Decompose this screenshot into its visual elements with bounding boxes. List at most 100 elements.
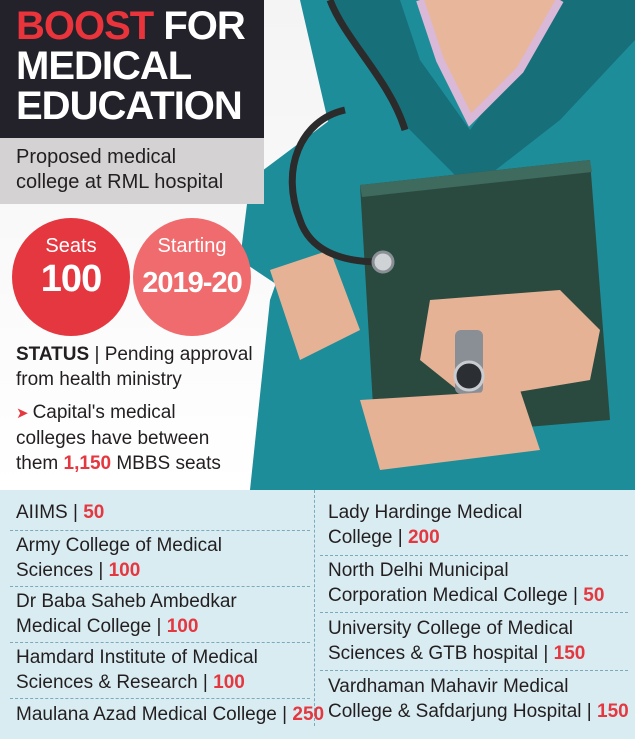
collar-trim [416,0,564,127]
college-name-line-1: Army College of Medical [16,535,222,556]
college-line: College | 200 [328,525,522,550]
college-sep: | [538,643,554,664]
college-seats: 50 [83,502,105,523]
college-seats: 200 [407,527,440,548]
college-name-line-1: University College of Medical [328,618,573,639]
college-name-line-2: College & Safdarjung Hospital [328,701,582,722]
college-sep: | [581,701,597,722]
college-entry: Lady Hardinge Medical College | 200 [328,500,522,550]
proposed-college-box: Proposed medical college at RML hospital [0,138,264,204]
college-name-line-1: North Delhi Municipal [328,560,509,581]
college-entry: AIIMS | 50 [16,500,104,525]
college-sep: | [67,502,84,523]
college-name-line-2: Sciences & GTB hospital [328,643,539,664]
college-line: Sciences & Research | 100 [16,670,258,695]
mbbs-line-3-pre: them [16,453,64,474]
college-line: Sciences & GTB hospital | 150 [328,641,585,666]
headline-line-2: MEDICAL [16,44,192,88]
starting-badge: Starting 2019-20 [133,218,251,336]
college-entry: Maulana Azad Medical College | 250 [16,702,324,727]
stethoscope-chestpiece [371,250,395,274]
college-seats: 150 [553,643,586,664]
college-line: College & Safdarjung Hospital | 150 [328,699,629,724]
college-name-line-2: Sciences & Research [16,672,198,693]
college-seats: 100 [213,672,245,693]
college-line: Sciences | 100 [16,558,222,583]
college-seats: 100 [166,616,199,637]
college-name-line-1: Vardhaman Mahavir Medical [328,676,569,697]
college-sep: | [197,672,214,693]
college-list-panel: AIIMS | 50 Army College of Medical Scien… [0,490,635,739]
college-name-line-2: College [328,527,393,548]
college-seats: 250 [292,704,325,725]
college-sep: | [93,560,109,581]
starting-value: 2019-20 [142,267,242,299]
row-divider [320,670,628,671]
mbbs-line-2: colleges have between [16,428,210,449]
seats-badge: Seats 100 [12,218,130,336]
row-divider [10,642,310,643]
mbbs-line-1: ➤ Capital's medical [16,400,276,426]
watch-face [453,360,485,392]
status-label: STATUS [16,344,90,365]
book-edge [360,160,592,197]
college-sep: | [392,527,408,548]
status-text: STATUS | Pending approval from health mi… [16,342,266,392]
status-value: Pending approval [104,344,253,365]
college-sep: | [151,616,167,637]
college-name-line-1: Hamdard Institute of Medical [16,647,258,668]
college-entry: University College of Medical Sciences &… [328,616,585,666]
headline-line-1: BOOST FOR [16,6,264,46]
college-line: Maulana Azad Medical College | 250 [16,702,324,727]
college-line: Corporation Medical College | 50 [328,583,604,608]
college-line: AIIMS | 50 [16,500,104,525]
college-entry: Army College of Medical Sciences | 100 [16,533,222,583]
doctor-illustration [240,0,635,490]
doctor-photo [0,0,635,490]
column-divider [314,490,315,726]
headline-for: FOR [153,4,245,48]
row-divider [10,530,310,531]
status-sep: | [89,344,105,365]
mbbs-seat-total: 1,150 [63,453,112,474]
college-name: AIIMS [16,502,68,523]
college-seats: 150 [597,701,629,722]
status-line-2: from health ministry [16,369,182,390]
mbbs-line-1-text: Capital's medical [32,402,176,423]
stethoscope-tube [288,106,381,266]
row-divider [10,698,310,699]
college-line: Medical College | 100 [16,614,237,639]
college-entry: Hamdard Institute of Medical Sciences & … [16,645,258,695]
mbbs-line-3: them 1,150 MBBS seats [16,451,276,476]
college-entry: North Delhi Municipal Corporation Medica… [328,558,604,608]
headline-block: BOOST FOR MEDICAL EDUCATION [0,0,264,138]
mbbs-line-3-post: MBBS seats [111,453,221,474]
college-name-line-1: Dr Baba Saheb Ambedkar [16,591,237,612]
college-name-line-1: Lady Hardinge Medical [328,502,523,523]
proposed-line-1: Proposed medical [16,146,177,168]
college-seats: 50 [583,585,605,606]
college-seats: 100 [108,560,141,581]
seats-value: 100 [40,258,102,300]
row-divider [320,612,628,613]
left-arm [270,250,360,360]
college-name-line-2: Corporation Medical College [328,585,568,606]
college-name-line-2: Sciences [16,560,94,581]
status-line-1: STATUS | Pending approval [16,342,266,367]
stethoscope-neck [326,0,409,132]
college-entry: Vardhaman Mahavir Medical College & Safd… [328,674,629,724]
headline-line-3: EDUCATION [16,84,243,128]
mbbs-summary: ➤ Capital's medical colleges have between… [16,400,276,476]
college-name-line-2: Medical College [16,616,152,637]
college-entry: Dr Baba Saheb Ambedkar Medical College |… [16,589,237,639]
seats-label: Seats [45,235,97,257]
triangle-right-arrow-icon: ➤ [16,405,29,422]
scrubs-shading [330,0,635,190]
starting-label: Starting [157,235,227,257]
lower-hand [360,390,540,470]
row-divider [10,586,310,587]
proposed-line-2: college at RML hospital [16,171,224,193]
headline-accent: BOOST [16,4,154,48]
college-sep: | [567,585,584,606]
